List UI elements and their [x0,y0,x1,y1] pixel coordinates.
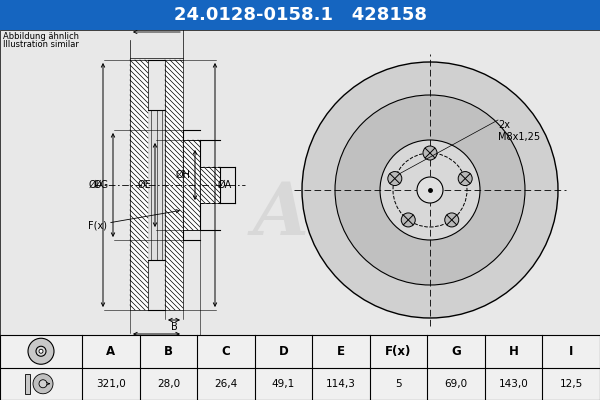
Circle shape [445,213,459,227]
Bar [0,0,600,30]
Bar [183,140,200,230]
Text: F(x): F(x) [385,345,412,358]
Text: C (MTH): C (MTH) [137,336,176,346]
Bar [148,110,165,260]
Text: Ate: Ate [253,180,387,250]
Text: 28,0: 28,0 [157,379,180,389]
Circle shape [380,140,480,240]
Text: 5: 5 [395,379,402,389]
Text: A: A [106,345,115,358]
Text: 26,4: 26,4 [214,379,238,389]
Text: D: D [161,350,169,360]
Bar [130,60,148,310]
Bar [25,374,30,394]
Bar [165,60,183,310]
Bar [200,167,220,203]
Text: F(x): F(x) [88,220,107,230]
Circle shape [417,177,443,203]
Circle shape [39,349,43,353]
Text: B: B [170,322,178,332]
Circle shape [458,172,472,186]
Circle shape [39,380,47,388]
Text: 143,0: 143,0 [499,379,529,389]
Text: G: G [451,345,461,358]
Text: H: H [509,345,518,358]
Circle shape [401,213,415,227]
Text: C: C [221,345,230,358]
Text: 114,3: 114,3 [326,379,356,389]
Text: 49,1: 49,1 [272,379,295,389]
Text: Abbildung ähnlich: Abbildung ähnlich [3,32,79,41]
Text: ØH: ØH [176,170,191,180]
Text: 321,0: 321,0 [96,379,125,389]
Text: ØE: ØE [137,180,151,190]
Circle shape [423,146,437,160]
Text: ØG: ØG [94,180,109,190]
Text: 12,5: 12,5 [560,379,583,389]
Text: 24.0128-0158.1   428158: 24.0128-0158.1 428158 [173,6,427,24]
Circle shape [33,374,53,394]
Text: E: E [337,345,345,358]
Circle shape [388,172,402,186]
Text: I: I [569,345,574,358]
Text: B: B [164,345,173,358]
Circle shape [335,95,525,285]
Circle shape [28,338,54,364]
Text: 69,0: 69,0 [445,379,467,389]
Text: D: D [278,345,289,358]
Circle shape [302,62,558,318]
Bar [0,335,600,400]
Text: ØA: ØA [218,180,232,190]
Text: ØI: ØI [89,180,99,190]
Bar [0,30,600,335]
Text: Illustration similar: Illustration similar [3,40,79,49]
Circle shape [36,346,46,356]
Text: 2x
M8x1,25: 2x M8x1,25 [498,120,540,142]
